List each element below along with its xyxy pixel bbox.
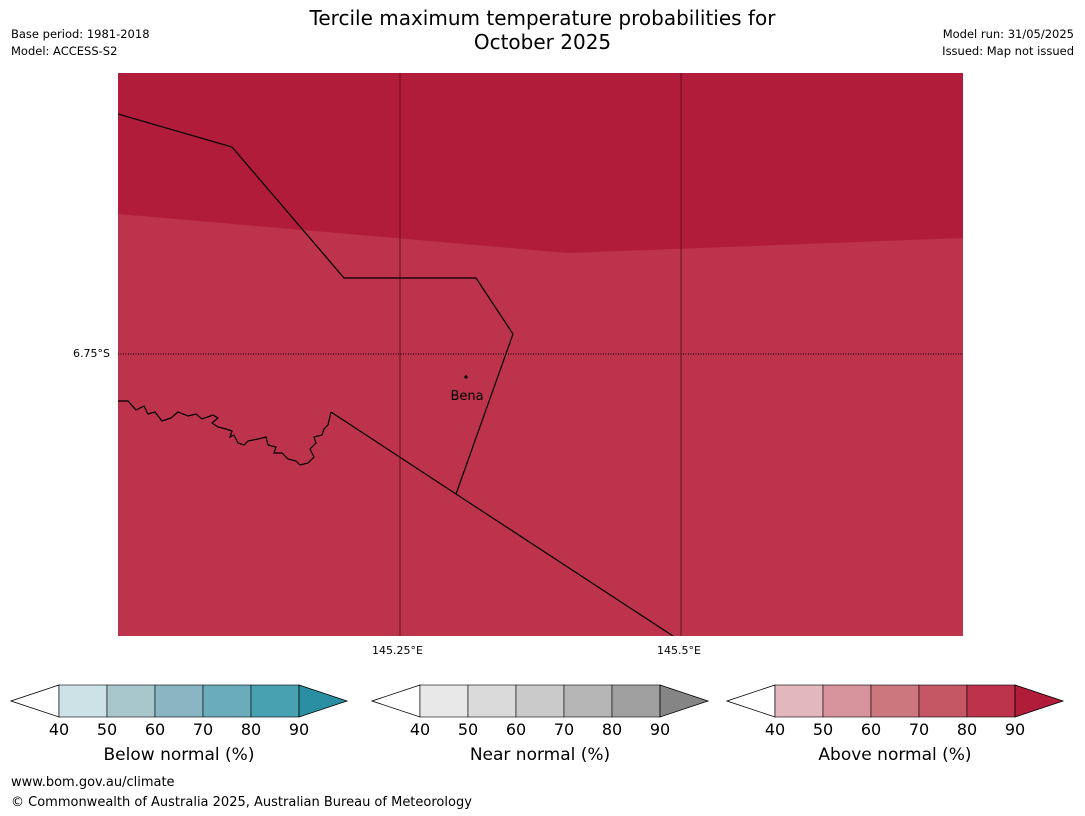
legend-below-swatch-2 — [106, 684, 156, 718]
legend-near-normal: 40 50 60 70 80 90 — [371, 684, 710, 738]
model-run: Model run: 31/05/2025 — [942, 27, 1074, 41]
legend-near-tick-60: 60 — [506, 720, 526, 738]
legend-above-title: Above normal (%) — [818, 745, 972, 765]
legend-below-tick-80: 80 — [241, 720, 261, 738]
legend-below-swatch-3 — [154, 684, 204, 718]
title-line-2: October 2025 — [473, 30, 612, 54]
legend-below-tick-60: 60 — [145, 720, 165, 738]
legend-above-swatch-4 — [918, 684, 968, 718]
legend-above-tick-50: 50 — [813, 720, 833, 738]
above-90-region — [118, 73, 963, 253]
legend-above-tick-90: 90 — [1005, 720, 1025, 738]
legend-above-tick-40: 40 — [765, 720, 785, 738]
legend-below-min-arrow — [10, 684, 60, 718]
legend-near-tick-90: 90 — [650, 720, 670, 738]
legend-above-tick-70: 70 — [909, 720, 929, 738]
legend-near-swatch-2 — [467, 684, 517, 718]
issued-status: Issued: Map not issued — [942, 44, 1074, 58]
province-boundary-west — [118, 400, 332, 466]
meta-left: Base period: 1981-2018 Model: ACCESS-S2 — [11, 26, 150, 60]
legend-below-tick-50: 50 — [97, 720, 117, 738]
legend-above-min-arrow — [726, 684, 776, 718]
legend-near-swatch-4 — [563, 684, 613, 718]
base-period: Base period: 1981-2018 — [11, 27, 150, 41]
legend-below-max-arrow — [298, 684, 349, 718]
legend-below-swatch-4 — [202, 684, 252, 718]
latitude-label: 6.75°S — [73, 347, 110, 360]
legend-near-tick-80: 80 — [602, 720, 622, 738]
province-boundary-south — [330, 411, 674, 636]
legend-above-max-arrow — [1014, 684, 1065, 718]
meta-right: Model run: 31/05/2025 Issued: Map not is… — [942, 26, 1074, 60]
legend-below-swatch-1 — [58, 684, 108, 718]
legend-above-swatch-1 — [774, 684, 824, 718]
legend-near-tick-40: 40 — [410, 720, 430, 738]
legend-near-tick-70: 70 — [554, 720, 574, 738]
province-boundary-north — [118, 113, 514, 495]
legend-below-tick-70: 70 — [193, 720, 213, 738]
title-line-1: Tercile maximum temperature probabilitie… — [309, 6, 776, 30]
legend-below-normal: 40 50 60 70 80 90 — [10, 684, 349, 738]
legend-above-swatch-5 — [966, 684, 1016, 718]
legend-above-swatch-3 — [870, 684, 920, 718]
footer-copyright: © Commonwealth of Australia 2025, Austra… — [11, 795, 472, 810]
legend-near-max-arrow — [659, 684, 710, 718]
legend-below-tick-90: 90 — [289, 720, 309, 738]
bena-marker — [464, 375, 468, 379]
legend-below-swatch-5 — [250, 684, 300, 718]
legend-near-swatch-3 — [515, 684, 565, 718]
model-name: Model: ACCESS-S2 — [11, 44, 118, 58]
place-label: Bena — [450, 389, 483, 404]
legend-near-title: Near normal (%) — [469, 745, 611, 765]
legend-near-swatch-1 — [419, 684, 469, 718]
legend-below-tick-40: 40 — [49, 720, 69, 738]
footer-url[interactable]: www.bom.gov.au/climate — [11, 775, 175, 790]
legend-above-tick-60: 60 — [861, 720, 881, 738]
legend-above-normal: 40 50 60 70 80 90 — [726, 684, 1065, 738]
legend-above-tick-80: 80 — [957, 720, 977, 738]
longitude-label-1: 145.25°E — [372, 644, 423, 657]
legend-near-swatch-5 — [611, 684, 661, 718]
map-title: Tercile maximum temperature probabilitie… — [0, 6, 1085, 54]
legend-near-tick-50: 50 — [458, 720, 478, 738]
legend-below-title: Below normal (%) — [103, 745, 255, 765]
forecast-map: Bena — [118, 73, 963, 636]
longitude-label-2: 145.5°E — [657, 644, 701, 657]
legend-near-min-arrow — [371, 684, 421, 718]
legend-above-swatch-2 — [822, 684, 872, 718]
